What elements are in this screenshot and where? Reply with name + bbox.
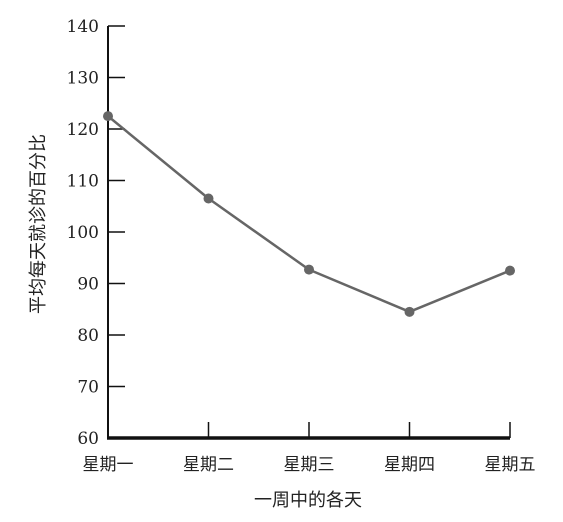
y-tick-label: 80 [77, 326, 99, 346]
x-ticks: 星期一 星期二 星期三 星期四 星期五 [83, 422, 536, 475]
data-point [404, 306, 415, 317]
series-line [107, 115, 511, 314]
x-tick-label: 星期三 [284, 455, 335, 475]
y-tick-label: 70 [77, 378, 99, 398]
data-point [505, 265, 515, 276]
data-point [103, 111, 113, 122]
axes [107, 26, 510, 440]
x-tick-label: 星期一 [83, 455, 134, 475]
y-tick-label: 100 [67, 223, 99, 243]
x-axis-title: 一周中的各天 [254, 490, 362, 511]
y-tick-label: 130 [67, 69, 99, 89]
y-tick-label: 60 [77, 429, 99, 449]
x-tick-label: 星期五 [485, 455, 536, 475]
y-tick-label: 140 [67, 17, 99, 37]
y-ticks: 60 70 80 90 100 110 120 130 140 [67, 17, 125, 449]
x-tick-label: 星期四 [384, 455, 435, 475]
y-tick-label: 110 [67, 172, 99, 192]
y-axis-title: 平均每天就诊的百分比 [28, 134, 49, 314]
data-point [304, 264, 314, 275]
y-tick-label: 120 [67, 120, 99, 140]
x-tick-label: 星期二 [183, 455, 234, 475]
series-group [103, 111, 515, 317]
data-point [203, 193, 214, 204]
y-tick-label: 90 [77, 275, 99, 295]
